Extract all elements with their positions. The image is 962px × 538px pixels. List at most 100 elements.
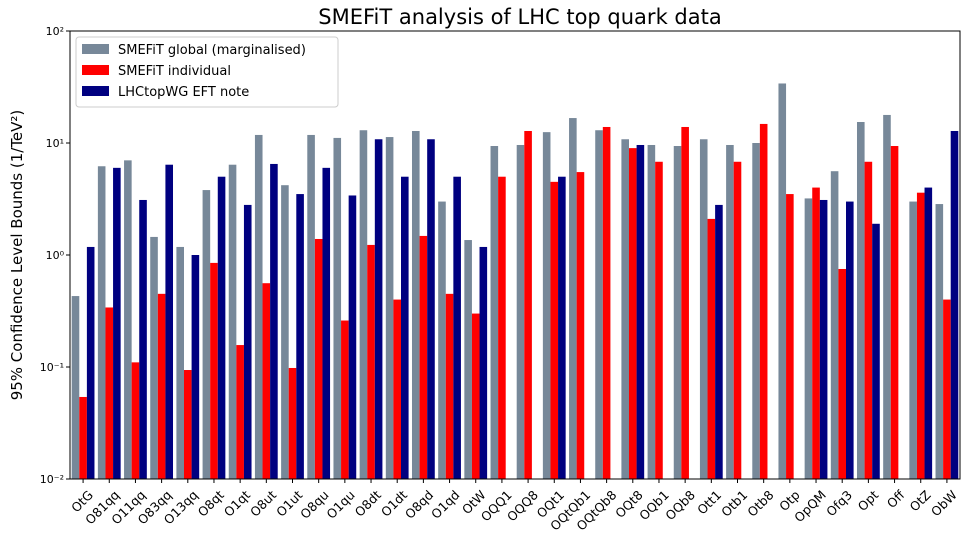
bar (846, 201, 854, 479)
bar (916, 192, 925, 479)
x-tick-label: Otb1 (718, 487, 750, 519)
bar (333, 137, 342, 479)
bar (210, 262, 218, 479)
bar (602, 126, 611, 479)
bar (97, 166, 106, 479)
legend-swatch (82, 44, 109, 54)
bar (307, 134, 315, 479)
bar (715, 204, 723, 479)
bar (752, 143, 760, 479)
bar (733, 161, 742, 479)
y-tick-label: 10² (46, 25, 64, 38)
bar (71, 296, 80, 479)
bar (359, 130, 368, 479)
bar (890, 146, 899, 479)
x-tick-label: O8qt (195, 487, 227, 519)
bar (490, 146, 499, 479)
bar (943, 299, 951, 479)
bar (183, 370, 192, 479)
x-tick-label: ObW (928, 487, 960, 519)
bar (812, 187, 820, 479)
x-tick-label: Off (884, 487, 908, 511)
bar (401, 176, 409, 479)
legend: SMEFiT global (marginalised) SMEFiT indiv… (75, 36, 339, 108)
bar (471, 313, 480, 479)
bar (270, 163, 278, 479)
bar (558, 176, 566, 479)
bar (322, 167, 331, 480)
bar (124, 160, 132, 480)
bar (419, 235, 428, 479)
bar (699, 139, 708, 480)
bar (262, 283, 271, 479)
bar (281, 185, 289, 479)
bar (681, 126, 689, 479)
legend-box (75, 36, 339, 108)
bar (348, 195, 357, 479)
bar (864, 161, 873, 479)
bar (228, 164, 237, 480)
bar (176, 246, 184, 479)
bar (628, 148, 637, 480)
bar (296, 194, 304, 479)
bar (542, 132, 551, 480)
bar (569, 118, 577, 479)
bar (288, 367, 297, 479)
bar (314, 238, 323, 479)
x-tick-label: Opt (855, 487, 882, 514)
bar (950, 130, 959, 479)
legend-swatch (82, 65, 109, 75)
x-tick-label: O1qd (428, 487, 462, 521)
bar (254, 134, 263, 479)
bar (636, 144, 645, 479)
bar (838, 268, 847, 479)
bar (655, 161, 663, 479)
y-tick-label: 10⁻² (40, 473, 64, 486)
bar (367, 244, 375, 479)
bar (576, 172, 585, 479)
y-axis-label: 95% Confidence Level Bounds (1/TeV²) (8, 110, 26, 401)
bar (202, 190, 211, 479)
bar (778, 83, 787, 479)
bar (726, 144, 734, 479)
x-tick-label: O8qd (402, 487, 436, 521)
bar (621, 139, 629, 480)
bar (341, 320, 349, 479)
bar (804, 198, 813, 479)
bar (498, 176, 506, 479)
bar (393, 299, 402, 479)
x-tick-label: O1qu (323, 487, 357, 521)
bar (479, 246, 488, 479)
x-tick-label: O8ut (247, 487, 279, 519)
y-tick-label: 10⁻¹ (40, 361, 64, 374)
legend-swatch (82, 86, 109, 96)
bar (647, 144, 656, 479)
bar (438, 201, 446, 479)
chart-title: SMEFiT analysis of LHC top quark data (318, 5, 721, 29)
bar (165, 164, 174, 480)
bar (464, 240, 472, 479)
bar (759, 123, 768, 479)
bar (516, 144, 525, 479)
bar (786, 194, 794, 479)
bar (872, 223, 880, 479)
bar (550, 181, 559, 479)
bar (856, 121, 865, 479)
bar (453, 176, 461, 479)
legend-label: SMEFiT individual (118, 64, 231, 79)
bar (830, 171, 839, 479)
bar (924, 187, 933, 479)
bar (217, 176, 226, 479)
bar (86, 246, 95, 479)
bar (935, 204, 944, 479)
bar (157, 293, 166, 479)
x-tick-label: Ofq3 (823, 487, 855, 519)
bar (673, 146, 682, 479)
bar (374, 139, 383, 480)
bar (236, 345, 244, 479)
bar (909, 201, 917, 479)
bar (595, 130, 603, 479)
bar (883, 114, 891, 480)
y-tick-label: 10⁰ (46, 249, 65, 262)
